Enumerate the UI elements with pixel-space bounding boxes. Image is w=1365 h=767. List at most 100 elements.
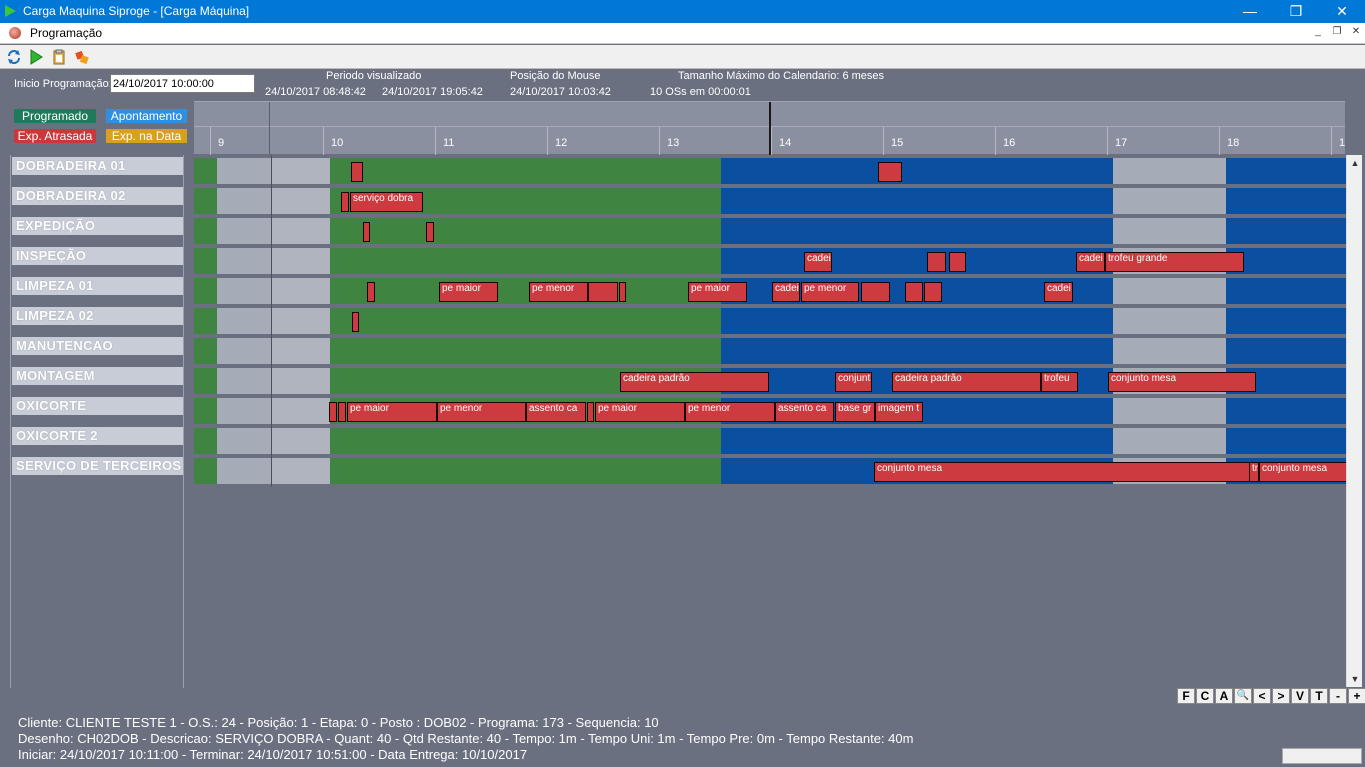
title-bar: Carga Maquina Siproge - [Carga Máquina] … xyxy=(0,0,1365,23)
hour-tick xyxy=(771,127,772,155)
task-bar[interactable]: imagem t xyxy=(875,402,923,422)
resource-label[interactable]: INSPEÇÃO xyxy=(12,247,183,265)
time-segment xyxy=(330,428,721,454)
task-bar[interactable]: pe menor xyxy=(437,402,526,422)
task-bar[interactable] xyxy=(363,222,370,242)
nav-t-button[interactable]: T xyxy=(1310,688,1328,704)
mdi-restore-button[interactable]: ❐ xyxy=(1332,26,1342,37)
time-segment xyxy=(272,398,330,424)
task-bar[interactable] xyxy=(905,282,923,302)
task-bar[interactable]: pe maior xyxy=(688,282,747,302)
time-segment xyxy=(217,338,272,364)
nav-v-button[interactable]: V xyxy=(1291,688,1309,704)
zoom-out-button[interactable]: - xyxy=(1329,688,1347,704)
task-bar[interactable]: trofeu grande xyxy=(1105,252,1244,272)
task-bar[interactable] xyxy=(426,222,434,242)
task-bar[interactable] xyxy=(351,162,363,182)
zoom-icon[interactable]: 🔍 xyxy=(1234,688,1252,704)
task-bar[interactable] xyxy=(329,402,337,422)
task-bar[interactable] xyxy=(927,252,946,272)
time-segment xyxy=(330,458,721,484)
task-bar[interactable] xyxy=(588,282,618,302)
task-bar[interactable]: cadeira padrão xyxy=(620,372,769,392)
resource-label[interactable]: MANUTENCAO xyxy=(12,337,183,355)
task-bar[interactable]: cadeira padrão xyxy=(892,372,1041,392)
task-bar[interactable] xyxy=(587,402,594,422)
time-segment xyxy=(272,188,330,214)
task-bar[interactable]: pe menor xyxy=(685,402,775,422)
nav-c-button[interactable]: C xyxy=(1196,688,1214,704)
task-bar[interactable]: cadei xyxy=(1076,252,1105,272)
time-segment xyxy=(1113,398,1226,424)
tools-icon[interactable] xyxy=(74,49,90,65)
time-segment xyxy=(272,458,330,484)
task-bar[interactable]: pe maior xyxy=(439,282,498,302)
task-bar[interactable]: cadei xyxy=(804,252,832,272)
resource-label[interactable]: SERVIÇO DE TERCEIROS xyxy=(12,457,183,475)
resource-label[interactable]: OXICORTE xyxy=(12,397,183,415)
time-segment xyxy=(217,368,272,394)
vertical-scrollbar[interactable]: ▲ ▼ xyxy=(1346,155,1362,687)
nav-f-button[interactable]: F xyxy=(1177,688,1195,704)
task-bar[interactable]: base gr xyxy=(835,402,875,422)
task-bar[interactable]: conjunt xyxy=(835,372,872,392)
scroll-up-icon[interactable]: ▲ xyxy=(1350,158,1360,168)
task-bar[interactable]: serviço dobra xyxy=(350,192,423,212)
task-bar[interactable] xyxy=(861,282,890,302)
time-segment xyxy=(330,248,721,274)
mdi-close-button[interactable]: ✕ xyxy=(1351,26,1361,37)
status-line-2: Desenho: CH02DOB - Descricao: SERVIÇO DO… xyxy=(18,731,914,746)
task-bar[interactable] xyxy=(949,252,966,272)
refresh-icon[interactable] xyxy=(6,49,22,65)
task-bar[interactable] xyxy=(878,162,902,182)
nav-next-button[interactable]: > xyxy=(1272,688,1290,704)
time-segment xyxy=(330,308,721,334)
time-segment xyxy=(217,308,272,334)
task-bar[interactable] xyxy=(367,282,375,302)
task-bar[interactable]: pe menor xyxy=(529,282,588,302)
zoom-in-button[interactable]: + xyxy=(1348,688,1365,704)
resource-label[interactable]: MONTAGEM xyxy=(12,367,183,385)
run-icon[interactable] xyxy=(28,49,44,65)
task-bar[interactable]: assento ca xyxy=(526,402,586,422)
resource-label[interactable]: EXPEDIÇÃO xyxy=(12,217,183,235)
nav-prev-button[interactable]: < xyxy=(1253,688,1271,704)
inicio-programacao-input[interactable] xyxy=(110,74,255,93)
task-bar[interactable] xyxy=(619,282,626,302)
task-bar[interactable]: pe maior xyxy=(347,402,437,422)
scroll-down-icon[interactable]: ▼ xyxy=(1350,674,1360,684)
task-bar[interactable] xyxy=(924,282,942,302)
tamanho-maximo-label: Tamanho Máximo do Calendario: 6 meses xyxy=(678,70,885,82)
task-bar[interactable]: assento ca xyxy=(775,402,834,422)
resource-label[interactable]: LIMPEZA 01 xyxy=(12,277,183,295)
task-bar[interactable]: pe menor xyxy=(801,282,859,302)
resource-label[interactable]: DOBRADEIRA 02 xyxy=(12,187,183,205)
resource-label[interactable]: OXICORTE 2 xyxy=(12,427,183,445)
task-bar[interactable]: conjunto mesa xyxy=(874,462,1250,482)
task-bar[interactable]: cadei xyxy=(1044,282,1073,302)
restore-button[interactable]: ❐ xyxy=(1289,3,1303,19)
task-bar[interactable]: cadei xyxy=(772,282,800,302)
time-segment xyxy=(1113,428,1226,454)
time-segment xyxy=(217,188,272,214)
task-bar[interactable]: pe maior xyxy=(595,402,685,422)
task-bar[interactable] xyxy=(352,312,359,332)
document-icon xyxy=(9,27,21,39)
time-segment xyxy=(217,458,272,484)
task-bar[interactable] xyxy=(341,192,349,212)
nav-a-button[interactable]: A xyxy=(1215,688,1233,704)
resource-label[interactable]: DOBRADEIRA 01 xyxy=(12,157,183,175)
close-button[interactable]: ✕ xyxy=(1336,3,1348,19)
resource-label[interactable]: LIMPEZA 02 xyxy=(12,307,183,325)
hour-label: 18 xyxy=(1227,137,1240,149)
time-segment xyxy=(330,218,721,244)
minimize-button[interactable]: — xyxy=(1243,3,1257,19)
clipboard-icon[interactable] xyxy=(51,49,67,65)
time-segment xyxy=(194,338,217,364)
task-bar[interactable]: tr xyxy=(1249,462,1259,482)
task-bar[interactable]: trofeu xyxy=(1041,372,1078,392)
task-bar[interactable] xyxy=(338,402,346,422)
mdi-minimize-button[interactable]: _ xyxy=(1315,26,1321,37)
task-bar[interactable]: conjunto mesa xyxy=(1108,372,1256,392)
task-bar[interactable]: conjunto mesa xyxy=(1259,462,1346,482)
